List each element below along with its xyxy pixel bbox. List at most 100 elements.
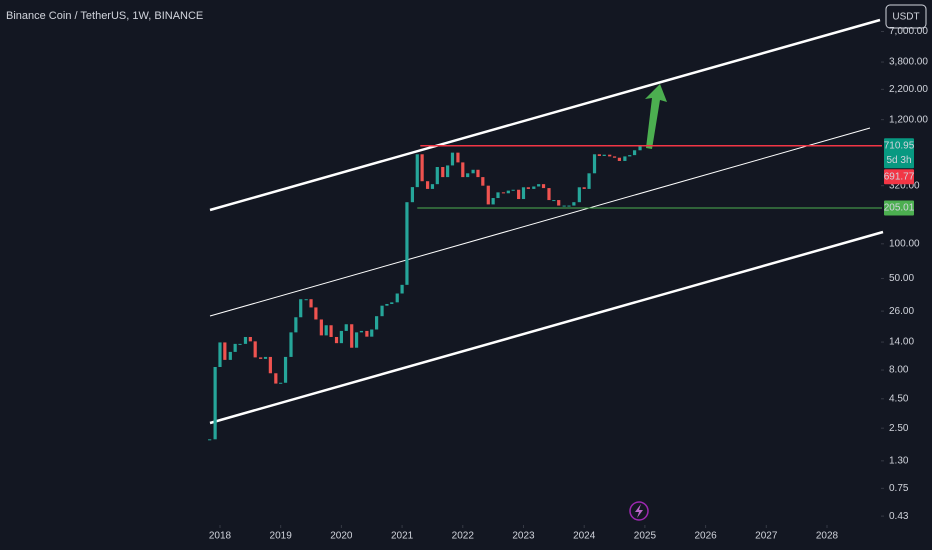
y-tick-label: 3,800.00 [889,57,928,68]
candle-body [623,156,627,161]
x-tick-label: 2027 [755,531,778,542]
candle-body [511,189,515,191]
candle-body [425,181,430,189]
candle-body [329,325,333,337]
candle-body [263,356,268,359]
candle-body [324,325,328,336]
y-tick-label: 100.00 [889,238,920,249]
candle-body [314,307,318,320]
candle-body [572,202,576,206]
candle-body [471,169,475,174]
candle-body [526,187,530,189]
chart-title: Binance Coin / TetherUS, 1W, BINANCE [6,10,203,22]
candle-body [577,187,581,203]
y-tick-label: 0.43 [889,511,909,522]
candle-body [354,332,359,348]
candle-body [450,152,455,166]
price-tag [884,169,914,185]
candle-body [410,187,415,203]
candle-body [456,152,460,163]
candle-body [491,198,495,205]
candle-body [617,157,622,161]
candle-body [370,329,374,337]
candle-body [537,184,541,187]
price-tag-label: 205.01 [884,203,915,214]
candle-body [279,382,283,384]
candle-body [294,317,298,333]
channel-middle [209,127,871,317]
price-tag-label: 691.77 [884,171,915,182]
candle-body [344,324,348,331]
y-tick-label: 320.00 [889,180,920,191]
candle-body [218,342,222,368]
currency-label: USDT [892,12,919,23]
candle-body [592,154,597,174]
arrow [645,84,667,149]
x-tick-label: 2026 [694,531,717,542]
candle-body [289,332,293,357]
candle-body [612,156,617,158]
x-tick-label: 2018 [209,531,232,542]
candle-body [233,343,237,352]
candle-body [532,186,536,189]
candle-body [587,173,591,189]
candle-body [541,184,546,189]
candle-body [380,305,384,317]
candle-body [638,145,642,151]
candle-body [562,205,566,207]
candle-body [582,187,586,189]
candle-body [339,330,343,344]
x-tick-label: 2025 [634,531,657,542]
candle-body [608,154,612,157]
currency-button[interactable] [885,4,927,29]
y-tick-label: 4.50 [889,393,909,404]
x-tick-label: 2022 [452,531,475,542]
candle-body [283,356,288,383]
candle-body [496,192,500,199]
bolt-icon [629,501,649,521]
x-tick-label: 2021 [391,531,414,542]
candle-body [228,351,232,360]
candle-body [430,184,435,189]
candle-body [517,189,521,200]
candle-body [374,316,379,330]
candle-body [476,169,480,178]
candle-body [400,284,404,294]
y-tick-label: 14.00 [889,337,914,348]
candle-body [441,167,445,178]
candle-body [259,357,263,359]
price-tag [884,138,914,169]
candle-body [597,154,601,156]
candle-body [461,162,465,178]
candle-body [521,187,526,200]
candle-body [309,299,313,308]
y-tick-label: 26.00 [889,306,914,317]
candle-body [243,336,248,344]
candle-body [435,167,439,185]
candle-body [385,303,389,306]
candle-body [602,154,606,156]
candle-body [248,336,252,342]
candle-body [238,343,242,345]
candle-body [268,356,272,374]
y-tick-label: 1.30 [889,455,909,466]
candle-body [466,173,470,178]
price-tag-label: 710.95 [884,140,915,151]
candle-body [395,293,399,303]
candle-body [446,165,450,178]
drawings [209,18,884,425]
y-tick-label: 0.75 [889,483,909,494]
x-tick-label: 2019 [270,531,293,542]
price-tag [884,200,914,216]
y-tick-label: 2,200.00 [889,84,928,95]
y-tick-label: 2.50 [889,423,909,434]
candle-body [420,154,424,182]
candle-body [405,202,409,285]
candle-body [547,188,551,201]
x-tick-label: 2028 [816,531,839,542]
y-tick-label: 1,200.00 [889,114,928,125]
candle-body [253,341,257,358]
candle-body [415,154,419,188]
